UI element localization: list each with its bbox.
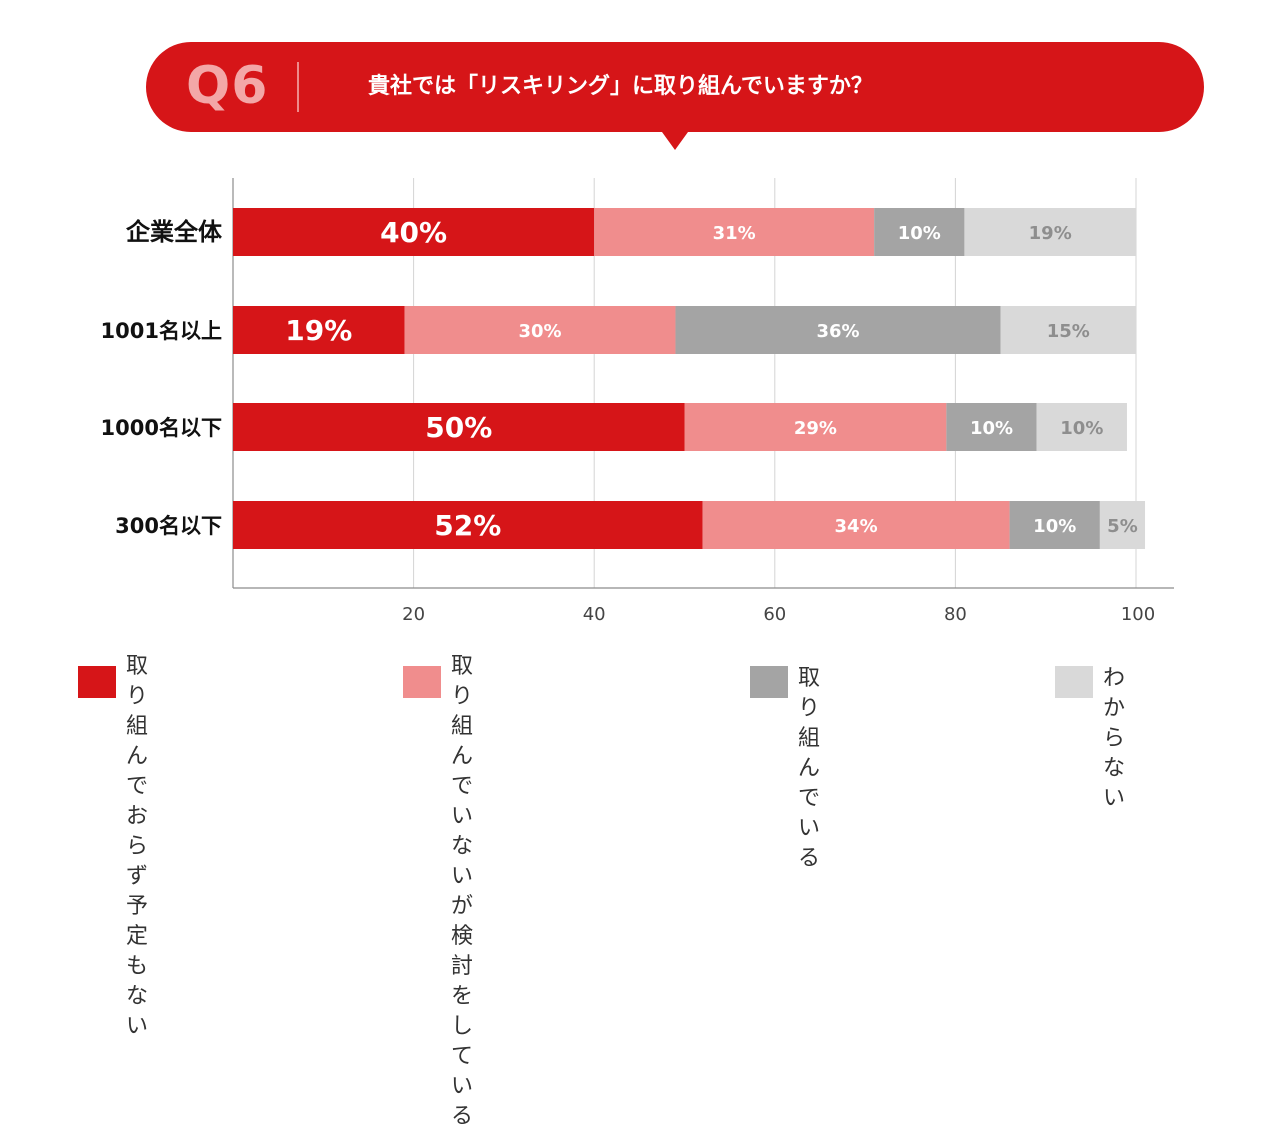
bar-segment: [874, 208, 965, 256]
bar-segment: [1000, 306, 1136, 354]
bar-segment: [233, 403, 685, 451]
bar-segment: [702, 501, 1010, 549]
data-label: 15%: [1047, 321, 1090, 342]
bar-segment: [1036, 403, 1127, 451]
x-tick-label: 20: [402, 604, 425, 625]
bar-segment: [233, 208, 595, 256]
stacked-bar-chart: 20 40 60 80 100 企業全体 1001名以上 1000名以下 300名以下 40% 31…: [101, 178, 1174, 625]
data-label: 36%: [816, 321, 859, 342]
bar-segment: [964, 208, 1136, 256]
data-label: 29%: [794, 418, 837, 439]
legend-label: わからない: [1103, 666, 1126, 811]
data-label: 19%: [1029, 223, 1072, 244]
data-label: 10%: [970, 418, 1013, 439]
legend-swatch-lightgray: [1055, 666, 1093, 698]
category-label: 企業全体: [126, 218, 223, 246]
legend-swatch-pink: [403, 666, 441, 698]
x-tick-label: 40: [583, 604, 606, 625]
bar-segment: [1099, 501, 1146, 549]
bar-segment: [404, 306, 676, 354]
x-tick-label: 80: [944, 604, 967, 625]
bar-segment: [684, 403, 947, 451]
legend-label: 取り組んでおらず 予定もない: [126, 654, 149, 1039]
data-label: 10%: [898, 223, 941, 244]
data-label: 5%: [1107, 516, 1138, 537]
x-tick-label: 100: [1121, 604, 1155, 625]
data-label: 34%: [835, 516, 878, 537]
legend-label: 取り組んでいないが 検討をしている: [451, 654, 474, 1129]
data-label: 10%: [1033, 516, 1076, 537]
legend-swatch-gray: [750, 666, 788, 698]
bar-segment: [233, 306, 405, 354]
bar-segment: [1009, 501, 1100, 549]
legend-label: 取り組んでいる: [798, 666, 821, 871]
legend: 取り組んでおらず 予定もない 取り組んでいないが 検討をしている 取り組んでいる…: [0, 648, 1280, 1129]
category-label: 1000名以下: [101, 416, 222, 440]
bar-segment: [233, 501, 703, 549]
question-text: 貴社では「リスキリング」に取り組んでいますか？: [368, 74, 873, 99]
speech-bubble: [146, 42, 1204, 150]
legend-swatch-red: [78, 666, 116, 698]
bar-segment: [946, 403, 1037, 451]
data-label: 52%: [434, 509, 501, 542]
data-label: 10%: [1060, 418, 1103, 439]
data-label: 19%: [285, 314, 352, 347]
category-label: 300名以下: [115, 514, 222, 538]
data-label: 30%: [518, 321, 561, 342]
bar-segment: [594, 208, 875, 256]
bar-segment: [675, 306, 1001, 354]
question-header: Q6 貴社では「リスキリング」に取り組んでいますか？: [146, 42, 1204, 150]
category-label: 1001名以上: [101, 319, 222, 343]
data-label: 50%: [425, 411, 492, 444]
header-divider: [297, 62, 299, 112]
x-tick-label: 60: [763, 604, 786, 625]
data-label: 31%: [713, 223, 756, 244]
data-label: 40%: [380, 216, 447, 249]
question-number: Q6: [186, 56, 269, 116]
